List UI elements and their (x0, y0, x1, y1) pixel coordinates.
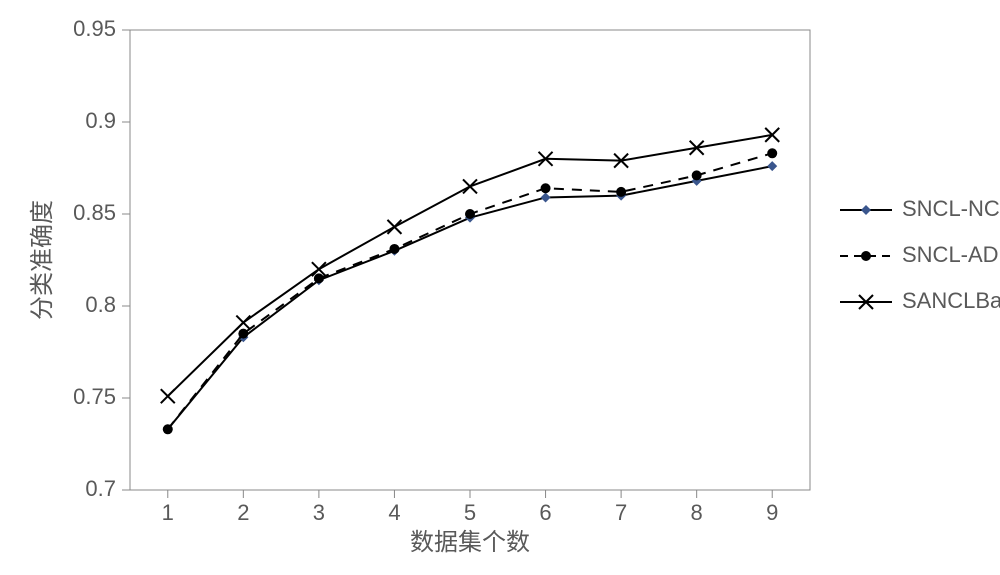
x-tick-label: 7 (615, 500, 627, 525)
x-tick-label: 3 (313, 500, 325, 525)
y-tick-label: 0.9 (85, 108, 116, 133)
line-chart: 0.7 0.75 0.8 0.85 0.9 0.95 1 2 3 4 5 6 7 8 9 分类准确度数据集个数… (0, 0, 1000, 575)
x-tick-label: 9 (766, 500, 778, 525)
x-tick-label: 5 (464, 500, 476, 525)
chart-container: 0.7 0.75 0.8 0.85 0.9 0.95 1 2 3 4 5 6 7 8 9 分类准确度数据集个数… (0, 0, 1000, 575)
x-tick-label: 1 (162, 500, 174, 525)
legend-label: SNCL-NCL (902, 196, 1000, 221)
y-tick-label: 0.75 (73, 384, 116, 409)
x-tick-label: 4 (388, 500, 400, 525)
x-tick-label: 2 (237, 500, 249, 525)
y-axis-title: 分类准确度 (29, 200, 56, 320)
x-axis-title: 数据集个数 (410, 529, 530, 556)
y-tick-label: 0.7 (85, 476, 116, 501)
legend-label: SANCLBagg (902, 288, 1000, 313)
y-tick-label: 0.8 (85, 292, 116, 317)
x-tick-label: 6 (539, 500, 551, 525)
x-tick-label: 8 (691, 500, 703, 525)
legend-label: SNCL-AD (902, 242, 999, 267)
y-tick-label: 0.85 (73, 200, 116, 225)
y-tick-label: 0.95 (73, 16, 116, 41)
